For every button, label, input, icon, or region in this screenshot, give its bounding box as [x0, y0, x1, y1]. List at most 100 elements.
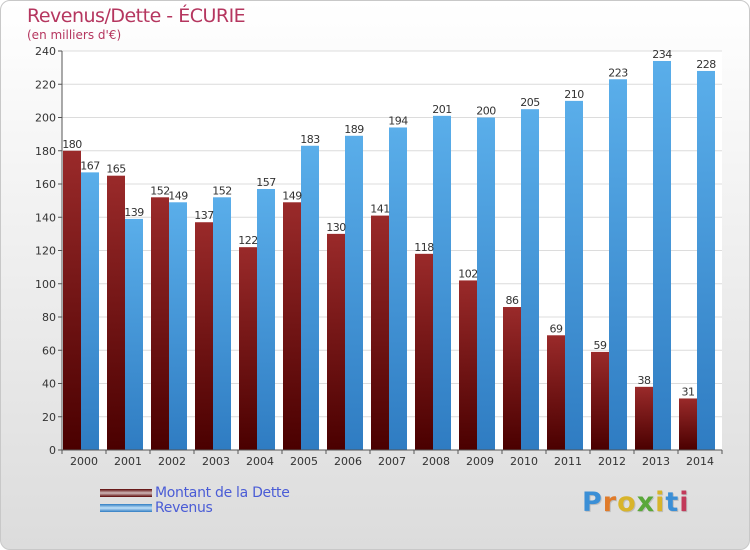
bar-dette-2006: [327, 233, 345, 450]
data-label-dette-2012: 59: [594, 339, 607, 352]
y-tick-label: 180: [35, 145, 56, 158]
chart-subtitle: (en milliers d'€): [27, 28, 122, 42]
logo-letter: r: [602, 487, 618, 518]
bar-dette-2011: [547, 335, 565, 450]
data-label-revenus-2003: 152: [212, 184, 232, 197]
x-tick-label: 2008: [422, 455, 450, 468]
bar-revenus-2014: [697, 70, 715, 450]
x-tick-label: 2012: [598, 455, 626, 468]
y-tick-label: 100: [35, 278, 56, 291]
bar-revenus-2004: [257, 188, 275, 451]
logo-letter: i: [655, 487, 666, 518]
bar-revenus-2008: [433, 115, 451, 451]
logo-letter: i: [679, 487, 690, 518]
data-label-dette-2000: 180: [62, 138, 82, 151]
y-tick-label: 140: [35, 211, 56, 224]
bar-revenus-2007: [389, 127, 407, 450]
data-label-revenus-2008: 201: [432, 103, 452, 116]
y-tick-label: 20: [42, 411, 56, 424]
chart-title: Revenus/Dette - ÉCURIE: [27, 5, 246, 27]
data-label-revenus-2006: 189: [344, 123, 364, 136]
bar-revenus-2002: [169, 202, 187, 450]
bar-revenus-2005: [301, 145, 319, 450]
data-label-dette-2003: 137: [194, 209, 214, 222]
data-label-revenus-2001: 139: [124, 206, 144, 219]
x-tick-label: 2007: [378, 455, 406, 468]
legend-label-dette: Montant de la Dette: [155, 485, 290, 501]
data-label-dette-2013: 38: [638, 374, 651, 387]
data-label-dette-2014: 31: [682, 385, 695, 398]
proxiti-logo: Proxiti: [582, 487, 690, 518]
bar-revenus-2010: [521, 109, 539, 450]
legend-swatch-revenus: [100, 504, 152, 512]
bar-dette-2014: [679, 398, 697, 450]
logo-letter: P: [582, 487, 603, 518]
bar-revenus-2001: [125, 218, 143, 450]
x-tick-label: 2001: [114, 455, 142, 468]
bar-revenus-2013: [653, 60, 671, 450]
bar-dette-2013: [635, 386, 653, 450]
data-label-revenus-2005: 183: [300, 133, 320, 146]
y-tick-label: 240: [35, 45, 56, 58]
bar-dette-2005: [283, 202, 301, 450]
x-tick-label: 2000: [70, 455, 98, 468]
data-label-dette-2011: 69: [550, 322, 563, 335]
x-tick-label: 2003: [202, 455, 230, 468]
bar-revenus-2012: [609, 79, 627, 450]
bar-revenus-2011: [565, 100, 583, 450]
bar-dette-2010: [503, 307, 521, 450]
data-label-dette-2005: 149: [282, 189, 302, 202]
y-tick-label: 60: [42, 344, 56, 357]
x-tick-label: 2010: [510, 455, 538, 468]
bar-revenus-2006: [345, 135, 363, 450]
logo-letter: o: [617, 487, 637, 518]
x-tick-label: 2004: [246, 455, 274, 468]
data-label-revenus-2002: 149: [168, 189, 188, 202]
data-label-dette-2006: 130: [326, 221, 346, 234]
bar-revenus-2009: [477, 117, 495, 450]
data-label-revenus-2014: 228: [696, 58, 716, 71]
data-label-dette-2008: 118: [414, 241, 434, 254]
data-label-revenus-2009: 200: [476, 105, 496, 118]
y-tick-label: 160: [35, 178, 56, 191]
bar-dette-2002: [151, 197, 169, 450]
y-tick-label: 40: [42, 378, 56, 391]
data-label-revenus-2004: 157: [256, 176, 276, 189]
data-label-revenus-2013: 234: [652, 48, 672, 61]
y-tick-label: 120: [35, 245, 56, 258]
legend-swatch-dette: [100, 489, 152, 497]
data-label-revenus-2010: 205: [520, 96, 540, 109]
x-tick-label: 2009: [466, 455, 494, 468]
logo-letter: x: [636, 487, 656, 518]
data-label-dette-2001: 165: [106, 163, 126, 176]
y-tick-label: 80: [42, 311, 56, 324]
data-label-revenus-2011: 210: [564, 88, 584, 101]
x-tick-label: 2011: [554, 455, 582, 468]
x-tick-label: 2013: [642, 455, 670, 468]
data-label-dette-2007: 141: [370, 203, 390, 216]
y-tick-label: 0: [49, 444, 56, 457]
data-label-dette-2004: 122: [238, 234, 258, 247]
bar-revenus-2000: [81, 172, 99, 451]
x-tick-label: 2014: [686, 455, 714, 468]
data-label-revenus-2007: 194: [388, 114, 408, 127]
bar-dette-2004: [239, 247, 257, 450]
bar-dette-2007: [371, 215, 389, 450]
data-label-dette-2009: 102: [458, 267, 478, 280]
bar-dette-2003: [195, 222, 213, 450]
legend-label-revenus: Revenus: [155, 500, 213, 516]
x-tick-label: 2002: [158, 455, 186, 468]
bar-revenus-2003: [213, 197, 231, 450]
x-tick-label: 2006: [334, 455, 362, 468]
logo-letter: t: [665, 487, 680, 518]
data-label-dette-2002: 152: [150, 184, 170, 197]
y-tick-label: 200: [35, 112, 56, 125]
bar-dette-2000: [63, 150, 81, 450]
bar-dette-2012: [591, 351, 609, 450]
x-tick-label: 2005: [290, 455, 318, 468]
bar-dette-2009: [459, 280, 477, 450]
bar-dette-2008: [415, 253, 433, 450]
data-label-revenus-2012: 223: [608, 66, 628, 79]
y-tick-label: 220: [35, 78, 56, 91]
bar-dette-2001: [107, 175, 125, 450]
